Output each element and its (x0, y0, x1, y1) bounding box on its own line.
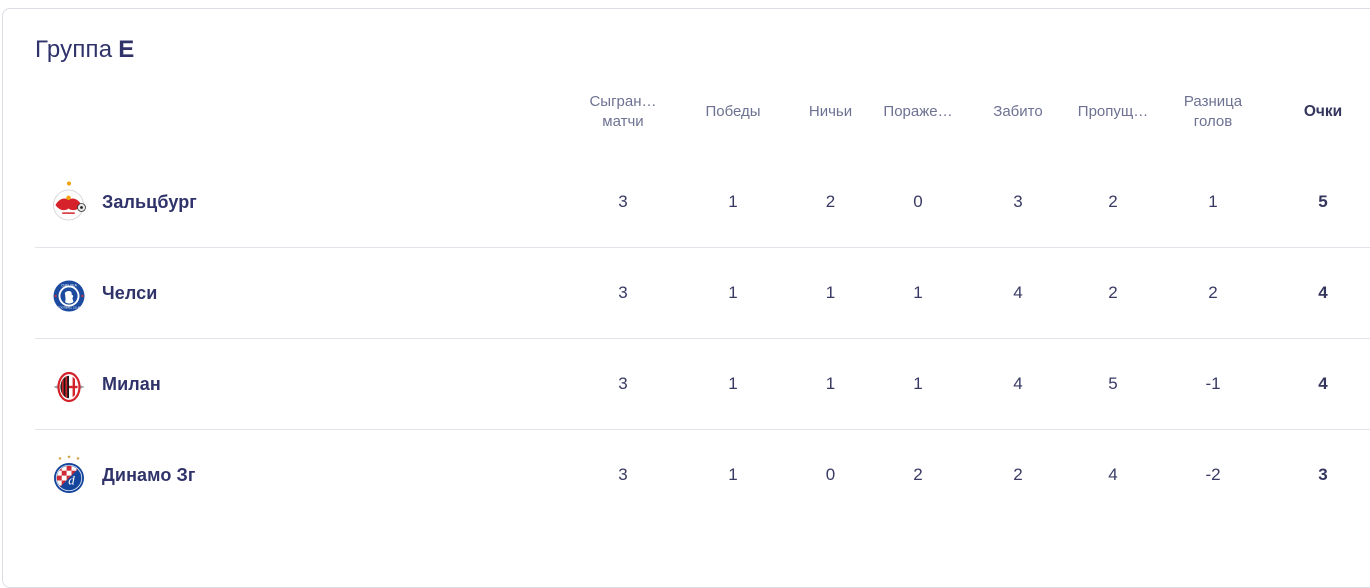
cell-points: 4 (1318, 283, 1328, 302)
cell-draws: 2 (825, 192, 836, 211)
cell-losses: 2 (913, 465, 923, 484)
header-points: Очки (1303, 103, 1343, 120)
cell-conceded: 4 (1108, 465, 1118, 484)
cell-points: 4 (1318, 374, 1328, 393)
group-standings-card: Группа E Сыгран… матчи Победы Ничьи Пораж… (2, 8, 1370, 588)
milan-crest-icon (53, 371, 85, 403)
team-link-dinamo-zagreb[interactable]: ★ ★ ★ (35, 453, 568, 497)
svg-text:FOOTBALL CLUB: FOOTBALL CLUB (58, 306, 81, 310)
group-title-prefix: Группа (35, 36, 113, 63)
standings-table: Сыгран… матчи Победы Ничьи Пораже… Забит… (35, 67, 1370, 520)
cell-scored: 4 (1013, 283, 1023, 302)
cell-wins: 1 (728, 465, 738, 484)
table-row-dinamo-zagreb: ★ ★ ★ (35, 430, 1370, 521)
cell-scored: 3 (1013, 192, 1023, 211)
svg-text:★: ★ (76, 456, 81, 462)
svg-text:d: d (68, 473, 75, 488)
cell-scored: 4 (1013, 374, 1023, 393)
header-conceded: Пропущ… (1077, 103, 1149, 120)
chelsea-crest-icon: CHELSEA FOOTBALL CLUB (53, 280, 85, 312)
cell-draws: 0 (825, 465, 836, 484)
cell-points: 3 (1318, 465, 1328, 484)
header-row: Сыгран… матчи Победы Ничьи Пораже… Забит… (35, 67, 1370, 157)
svg-text:★: ★ (67, 455, 72, 461)
header-losses: Пораже… (883, 103, 953, 120)
header-wins: Победы (705, 103, 761, 120)
cell-goal-diff: 1 (1208, 192, 1218, 211)
svg-text:★: ★ (58, 456, 63, 462)
table-row-salzburg: Зальцбург 3 1 2 0 3 2 1 5 (35, 157, 1370, 248)
header-scored: Забито (993, 103, 1043, 120)
team-name: Зальцбург (102, 191, 197, 212)
cell-wins: 1 (728, 192, 738, 211)
header-draws: Ничьи (808, 103, 853, 120)
cell-conceded: 5 (1108, 374, 1118, 393)
cell-draws: 1 (825, 374, 836, 393)
team-name: Милан (102, 373, 161, 394)
cell-goal-diff: 2 (1208, 283, 1218, 302)
cell-losses: 0 (913, 192, 923, 211)
cell-wins: 1 (728, 374, 738, 393)
cell-played: 3 (618, 192, 628, 211)
cell-played: 3 (618, 283, 628, 302)
team-name: Динамо Зг (102, 464, 196, 485)
team-name: Челси (102, 282, 158, 303)
team-link-milan[interactable]: Милан (35, 362, 568, 406)
cell-losses: 1 (913, 374, 923, 393)
cell-conceded: 2 (1108, 283, 1118, 302)
table-row-milan: Милан 3 1 1 1 4 5 -1 4 (35, 339, 1370, 430)
salzburg-crest-icon (53, 181, 86, 221)
cell-goal-diff: -2 (1205, 465, 1221, 484)
cell-draws: 1 (825, 283, 836, 302)
cell-played: 3 (618, 465, 628, 484)
table-row-chelsea: CHELSEA FOOTBALL CLUB Челси 3 1 1 (35, 248, 1370, 339)
group-letter: E (118, 36, 135, 63)
cell-conceded: 2 (1108, 192, 1118, 211)
header-team (35, 67, 568, 157)
cell-scored: 2 (1013, 465, 1023, 484)
group-title: Группа E (35, 33, 1370, 67)
cell-points: 5 (1318, 192, 1328, 211)
dinamo-zagreb-crest-icon: ★ ★ ★ (54, 455, 84, 493)
cell-goal-diff: -1 (1205, 374, 1221, 393)
header-played: Сыгран… матчи (589, 93, 657, 130)
cell-losses: 1 (913, 283, 923, 302)
header-goal-diff: Разница голов (1183, 93, 1243, 130)
team-link-salzburg[interactable]: Зальцбург (35, 180, 568, 224)
cell-played: 3 (618, 374, 628, 393)
cell-wins: 1 (728, 283, 738, 302)
team-link-chelsea[interactable]: CHELSEA FOOTBALL CLUB Челси (35, 271, 568, 315)
